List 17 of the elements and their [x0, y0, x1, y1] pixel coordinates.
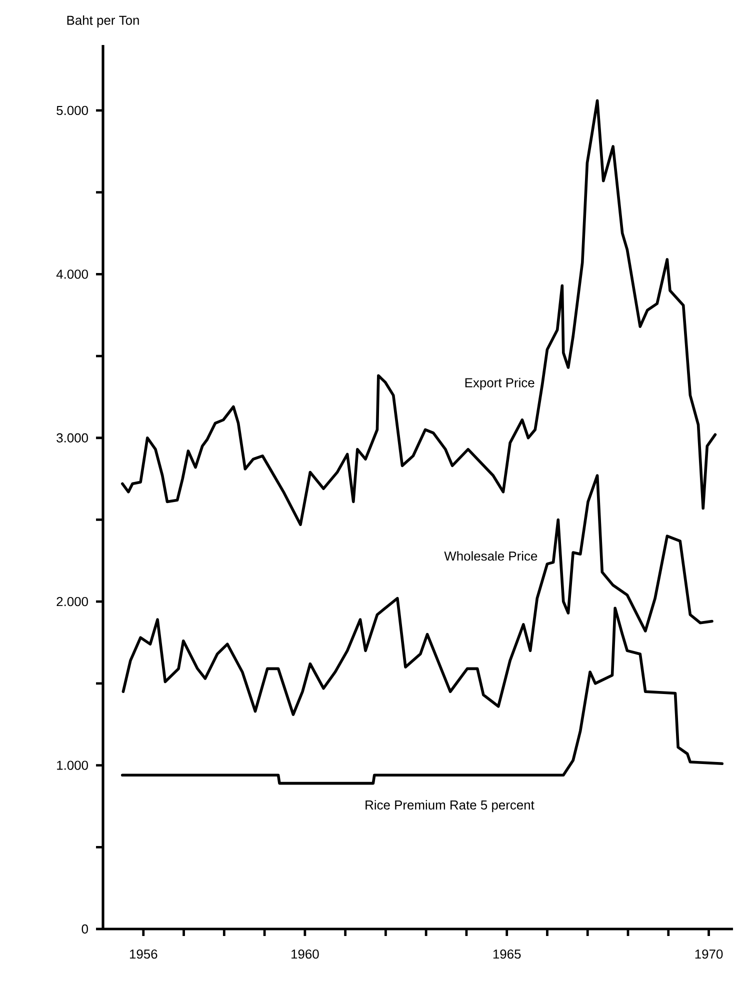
line-series: [122, 474, 714, 716]
y-tick-label: 0: [82, 924, 88, 934]
y-axis-title: Baht per Ton: [67, 15, 139, 28]
series-label: Export Price: [465, 378, 534, 390]
series-label: Rice Premium Rate 5 percent: [366, 800, 534, 812]
y-tick-label: 1.000: [57, 760, 88, 770]
y-tick-label: 4.000: [56, 270, 88, 279]
y-tick-label: 2.000: [56, 596, 88, 606]
y-tick-label: 3.000: [56, 433, 88, 442]
x-tick-label: 1956: [130, 950, 158, 959]
x-tick-label: 1960: [292, 950, 319, 959]
y-tick-label: 5.000: [56, 106, 88, 116]
line-series: [120, 99, 717, 526]
x-tick-label: 1965: [493, 950, 521, 959]
series-label: Wholesale Price: [444, 551, 538, 561]
line-series: [120, 606, 724, 785]
x-tick-label: 1970: [695, 950, 723, 959]
